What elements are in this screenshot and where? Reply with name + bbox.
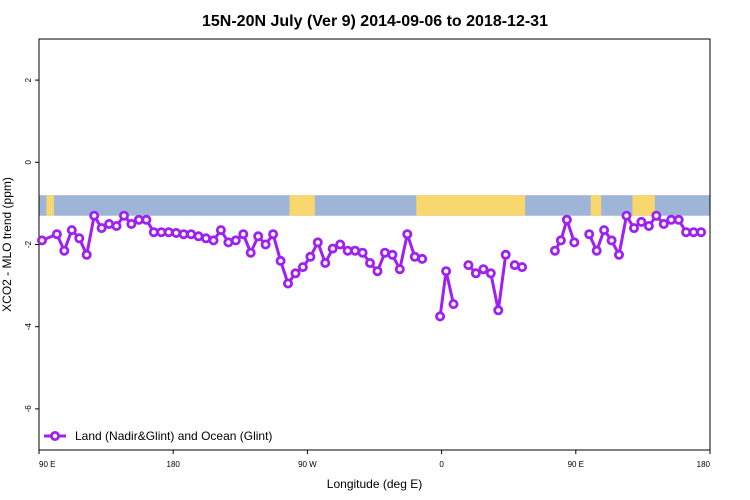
data-point bbox=[96, 223, 107, 234]
data-point bbox=[517, 262, 528, 273]
map-land-span bbox=[590, 195, 602, 216]
data-point bbox=[171, 227, 182, 238]
data-point bbox=[215, 225, 226, 236]
data-point bbox=[417, 253, 428, 264]
data-point bbox=[372, 266, 383, 277]
data-point bbox=[260, 239, 271, 250]
data-point bbox=[89, 210, 100, 221]
data-point bbox=[208, 235, 219, 246]
map-land-span bbox=[289, 195, 315, 216]
legend: Land (Nadir&Glint) and Ocean (Glint) bbox=[44, 429, 272, 443]
data-point bbox=[141, 214, 152, 225]
data-point bbox=[66, 225, 77, 236]
data-point bbox=[614, 249, 625, 260]
data-point bbox=[230, 235, 241, 246]
x-tick-label: 180 bbox=[697, 460, 711, 469]
data-point bbox=[584, 229, 595, 240]
data-point bbox=[470, 268, 481, 279]
data-point bbox=[111, 220, 122, 231]
map-strip bbox=[39, 195, 710, 216]
series-line-segment bbox=[467, 254, 508, 312]
data-point bbox=[350, 245, 361, 256]
y-axis-label: XCO2 - MLO trend (ppm) bbox=[0, 177, 14, 312]
map-land-span bbox=[46, 195, 54, 216]
data-point bbox=[119, 210, 130, 221]
data-point bbox=[394, 264, 405, 275]
data-point bbox=[636, 216, 647, 227]
data-point bbox=[606, 235, 617, 246]
x-tick-label: 90 E bbox=[568, 460, 584, 469]
map-ocean-band bbox=[39, 195, 710, 216]
data-point bbox=[163, 227, 174, 238]
map-land-span bbox=[416, 195, 526, 216]
series-points bbox=[37, 210, 707, 322]
x-tick-label: 90 E bbox=[39, 460, 55, 469]
data-point bbox=[290, 268, 301, 279]
chart-title: 15N-20N July (Ver 9) 2014-09-06 to 2018-… bbox=[202, 13, 548, 30]
data-point bbox=[435, 311, 446, 322]
data-point bbox=[569, 237, 580, 248]
x-tick-label: 90 W bbox=[298, 460, 317, 469]
data-point bbox=[312, 237, 323, 248]
data-point bbox=[387, 249, 398, 260]
data-point bbox=[238, 229, 249, 240]
x-tick-label: 180 bbox=[167, 460, 181, 469]
series-line-segment bbox=[438, 269, 455, 317]
data-point bbox=[643, 220, 654, 231]
data-point bbox=[59, 245, 70, 256]
data-point bbox=[364, 257, 375, 268]
data-point bbox=[651, 210, 662, 221]
x-axis: 90 E 180 90 W 0 90 E 180 bbox=[38, 450, 711, 469]
data-point bbox=[621, 210, 632, 221]
data-point bbox=[357, 247, 368, 258]
data-point bbox=[253, 231, 264, 242]
data-point bbox=[245, 247, 256, 258]
y-tick-label: -4 bbox=[24, 323, 33, 331]
data-point bbox=[282, 278, 293, 289]
data-point bbox=[37, 235, 48, 246]
data-point bbox=[493, 305, 504, 316]
y-tick-label: -6 bbox=[24, 405, 33, 413]
data-point bbox=[549, 245, 560, 256]
data-point bbox=[448, 299, 459, 310]
data-point bbox=[658, 218, 669, 229]
x-axis-label: Longitude (deg E) bbox=[327, 477, 422, 491]
data-point bbox=[126, 218, 137, 229]
data-point bbox=[193, 231, 204, 242]
data-point bbox=[327, 243, 338, 254]
x-tick-label: 0 bbox=[439, 460, 444, 469]
legend-label: Land (Nadir&Glint) and Ocean (Glint) bbox=[75, 429, 272, 443]
data-point bbox=[629, 223, 640, 234]
data-point bbox=[463, 260, 474, 271]
data-point bbox=[297, 262, 308, 273]
data-point bbox=[441, 266, 452, 277]
map-land-span bbox=[632, 195, 655, 216]
data-point bbox=[74, 233, 85, 244]
legend-marker bbox=[50, 430, 61, 441]
data-point bbox=[268, 229, 279, 240]
data-point bbox=[696, 227, 707, 238]
data-point bbox=[305, 251, 316, 262]
data-point bbox=[591, 245, 602, 256]
data-point bbox=[51, 229, 62, 240]
data-point bbox=[320, 257, 331, 268]
data-point bbox=[275, 255, 286, 266]
y-tick-label: 2 bbox=[24, 77, 33, 82]
data-point bbox=[561, 214, 572, 225]
data-point bbox=[485, 268, 496, 279]
data-point bbox=[478, 264, 489, 275]
data-point bbox=[599, 225, 610, 236]
series-line-segment bbox=[553, 218, 576, 252]
data-point bbox=[500, 249, 511, 260]
data-point bbox=[335, 239, 346, 250]
y-axis: 2 0 -2 -4 -6 bbox=[24, 77, 39, 412]
data-point bbox=[81, 249, 92, 260]
y-tick-label: 0 bbox=[24, 160, 33, 165]
data-point bbox=[402, 229, 413, 240]
data-point bbox=[555, 235, 566, 246]
data-point bbox=[673, 214, 684, 225]
y-tick-label: -2 bbox=[24, 240, 33, 248]
